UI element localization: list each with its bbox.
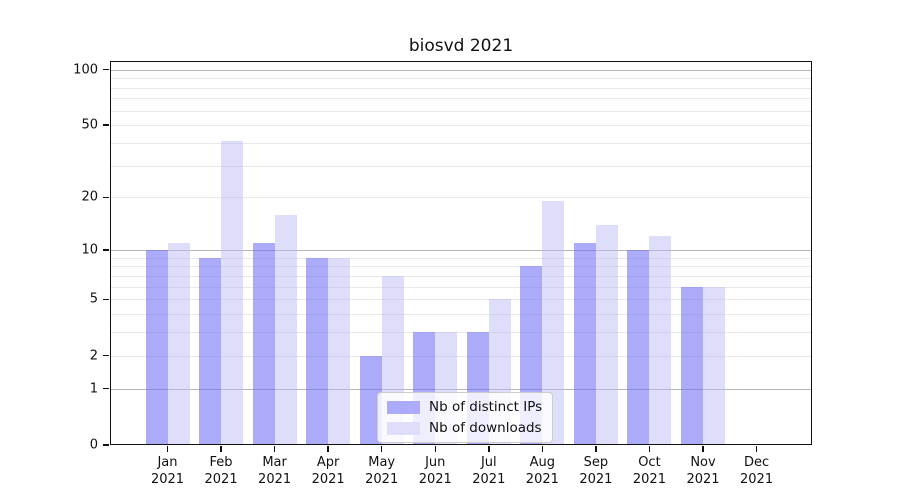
y-tick-50 [103,124,109,126]
y-tick-label-50: 50 [81,117,98,133]
y-tick-20 [103,196,109,199]
bar-downloads-sep [595,224,618,445]
y-tick-10 [103,249,109,251]
bar-ips-feb [199,257,222,445]
gridline-y-90 [110,78,812,80]
y-tick-100 [103,68,109,71]
x-tick-nov [702,446,704,452]
legend-box: Nb of distinct IPs Nb of downloads [377,392,554,443]
x-tick-jan [166,446,169,452]
legend-item-distinct-ips: Nb of distinct IPs [387,399,542,415]
y-tick-label-1: 1 [89,381,98,397]
y-tick-label-2: 2 [89,348,98,364]
x-tick-label-jul: Jul 2021 [472,455,506,487]
gridline-y-10 [110,249,812,251]
y-tick-label-0: 0 [89,437,98,453]
x-tick-mar [273,446,276,452]
bar-downloads-apr [328,257,351,445]
x-tick-oct [648,446,651,452]
x-tick-label-jun: Jun 2021 [418,455,452,487]
x-tick-label-mar: Mar 2021 [258,455,292,487]
gridline-y-40 [110,142,812,144]
legend-label: Nb of downloads [429,420,542,436]
gridline-y-30 [110,165,812,167]
gridline-y-4 [110,314,812,316]
x-tick-jun [434,446,436,452]
gridline-y-7 [110,275,812,277]
gridline-y-3 [110,332,812,334]
bar-downloads-jan [167,242,190,445]
gridline-y-80 [110,87,812,89]
x-tick-label-sep: Sep 2021 [579,455,613,487]
bar-ips-apr [306,257,329,445]
y-tick-5 [103,298,109,300]
legend-swatch-icon [387,421,420,435]
gridline-y-20 [110,197,812,199]
gridline-y-70 [110,98,812,100]
x-tick-label-jan: Jan 2021 [150,455,185,487]
bar-downloads-oct [649,236,672,445]
x-tick-feb [220,446,222,452]
x-tick-sep [595,446,597,452]
y-tick-2 [103,354,109,357]
bar-ips-sep [573,242,596,445]
y-tick-label-100: 100 [73,62,98,78]
x-tick-label-feb: Feb 2021 [204,455,238,487]
plot-area [110,61,812,445]
gridline-y-8 [110,266,812,268]
legend-item-downloads: Nb of downloads [387,420,542,436]
bar-ips-oct [627,249,650,445]
x-tick-aug [541,446,544,452]
x-tick-dec [755,446,758,452]
x-tick-label-may: May 2021 [365,455,399,487]
gridline-y-60 [110,110,812,112]
gridline-y-1 [110,388,812,390]
bar-downloads-mar [274,214,297,445]
y-tick-label-10: 10 [81,242,98,258]
bar-ips-may [359,355,382,445]
chart-title: biosvd 2021 [408,36,514,56]
gridline-y-6 [110,286,812,288]
gridline-y-100 [110,69,812,71]
y-tick-label-5: 5 [89,291,98,307]
legend-label: Nb of distinct IPs [429,399,543,415]
bar-downloads-nov [703,286,725,445]
legend-swatch-icon [387,400,420,414]
x-tick-label-aug: Aug 2021 [525,455,559,487]
bar-ips-mar [252,242,275,445]
x-tick-jul [488,446,490,452]
x-tick-label-dec: Dec 2021 [740,455,774,487]
gridline-y-9 [110,257,812,259]
y-tick-label-20: 20 [81,189,98,205]
y-tick-1 [103,387,109,390]
bar-ips-jan [145,249,168,445]
bar-ips-nov [681,286,703,445]
gridline-y-2 [110,355,812,357]
x-tick-may [380,446,383,452]
x-tick-label-nov: Nov 2021 [686,455,720,487]
bar-downloads-feb [221,140,244,445]
x-tick-label-apr: Apr 2021 [311,455,345,487]
x-tick-label-oct: Oct 2021 [632,455,666,487]
bar-downloads-aug [542,201,565,445]
x-tick-apr [327,446,329,452]
gridline-y-5 [110,299,812,301]
y-tick-0 [103,444,109,446]
gridline-y-50 [110,125,812,127]
